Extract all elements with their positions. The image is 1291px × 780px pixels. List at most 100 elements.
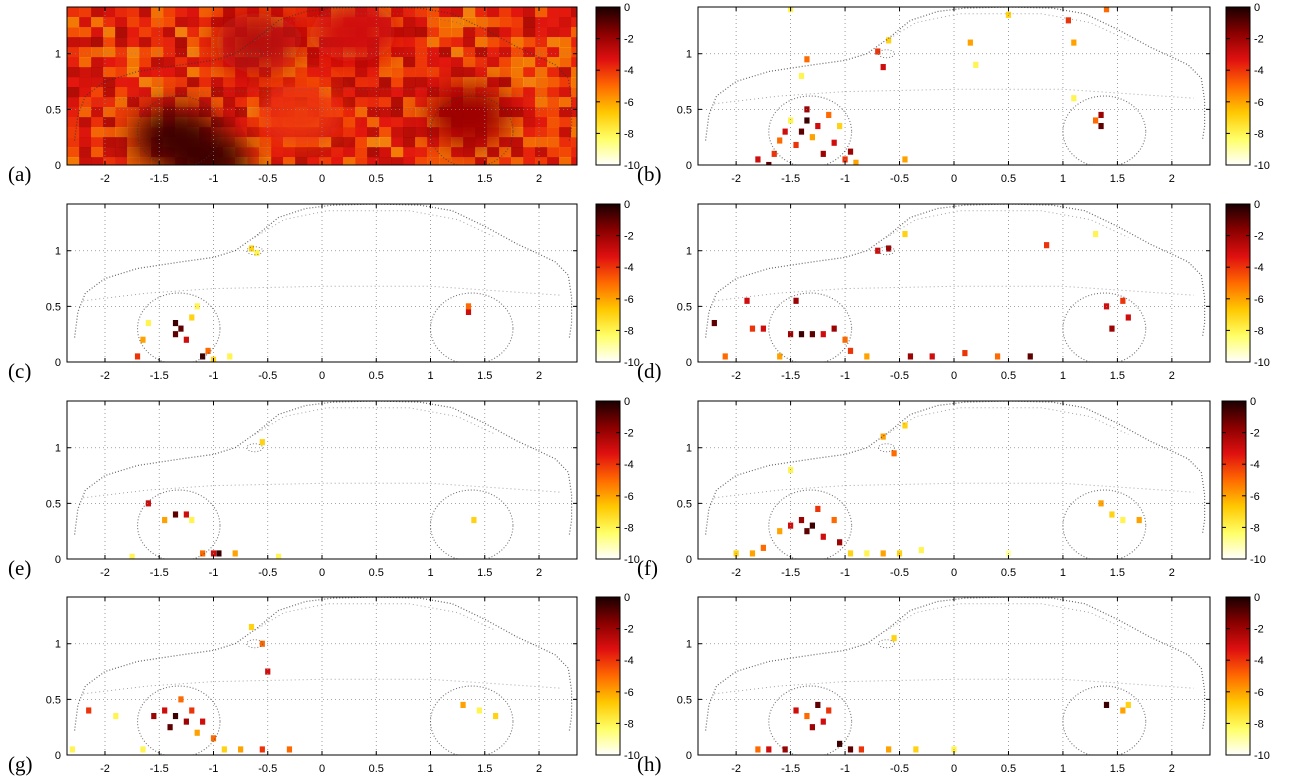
field-cell xyxy=(187,37,200,48)
panel-label: (b) xyxy=(637,162,662,186)
colorbar-tick-label: -2 xyxy=(1254,231,1264,243)
colorbar-tick-label: 0 xyxy=(624,199,630,211)
field-cell xyxy=(79,127,92,138)
field-cell xyxy=(487,7,500,18)
field-cell xyxy=(403,17,416,28)
x-tick-label: 1.5 xyxy=(477,173,492,185)
field-cell xyxy=(247,117,260,128)
field-cell xyxy=(523,137,536,148)
field-cell xyxy=(175,47,188,58)
data-cell xyxy=(1125,701,1131,708)
car-outline xyxy=(74,401,573,535)
field-cell xyxy=(67,147,80,158)
data-cell xyxy=(189,314,195,321)
field-cell xyxy=(403,37,416,48)
field-cell xyxy=(103,67,116,78)
y-tick-label: 0 xyxy=(55,750,61,762)
field-cell xyxy=(367,117,380,128)
panel-a: -2 -1.5 -1 -0.5 0 0.5 1 1.5 2 0 0.5 1 (a) 0 -2 -4 -6 -8 -1… xyxy=(8,2,640,186)
x-tick-label: -0.5 xyxy=(890,173,909,185)
data-cell xyxy=(1098,122,1104,130)
field-cell xyxy=(331,77,344,88)
field-cell xyxy=(307,77,320,88)
y-tick-label: 1 xyxy=(55,443,61,455)
colorbar-tick-label: -2 xyxy=(624,34,634,46)
field-cell xyxy=(115,87,128,98)
panel-d: -2 -1.5 -1 -0.5 0 0.5 1 1.5 2 0 0.5 1 (d) 0 -2 -4 -6 -8 -1… xyxy=(637,199,1270,383)
field-cell xyxy=(391,107,404,118)
field-cell xyxy=(415,107,428,118)
field-cell xyxy=(415,127,428,138)
field-cell xyxy=(127,87,140,98)
field-cell xyxy=(499,27,512,38)
field-cell xyxy=(139,37,152,48)
field-cell xyxy=(451,147,464,158)
hotspot xyxy=(312,7,397,62)
field-cell xyxy=(451,17,464,28)
field-cell xyxy=(343,137,356,148)
field-cell xyxy=(523,107,536,118)
colorbar-tick-label: -6 xyxy=(1254,687,1264,699)
field-cell xyxy=(355,67,368,78)
field-cell xyxy=(139,97,152,108)
field-cell xyxy=(559,147,572,158)
wheel-outline xyxy=(136,685,221,755)
field-cell xyxy=(403,157,416,165)
car-body-line xyxy=(886,13,1129,41)
x-tick-label: -2 xyxy=(731,370,741,382)
field-cell xyxy=(367,97,380,108)
field-cell xyxy=(199,47,212,58)
data-cell xyxy=(216,550,222,557)
field-cell xyxy=(79,47,92,58)
field-cell xyxy=(163,67,176,78)
wheel-outline xyxy=(1062,292,1147,362)
colorbar-tick-label: -8 xyxy=(1254,325,1264,337)
data-cell xyxy=(798,72,805,80)
x-tick-label: 1 xyxy=(427,763,433,775)
colorbar-gradient-bar xyxy=(595,400,621,560)
plot-area xyxy=(698,204,1210,362)
colorbar-gradient-bar xyxy=(595,596,621,756)
mirror-outline xyxy=(246,246,264,256)
colorbar-tick-label: -2 xyxy=(624,428,634,440)
x-tick-label: 1.5 xyxy=(1110,763,1125,775)
field-cell xyxy=(247,137,260,148)
wheel-outline xyxy=(429,489,514,559)
car-body-line xyxy=(254,603,496,631)
field-cell xyxy=(247,7,260,18)
field-cell xyxy=(523,127,536,138)
plot-background xyxy=(698,401,1210,559)
x-tick-label: -0.5 xyxy=(890,567,909,579)
field-cell xyxy=(463,67,476,78)
field-cell xyxy=(499,37,512,48)
x-tick-label: 1.5 xyxy=(1110,567,1125,579)
colorbar-tick-label: 0 xyxy=(1254,592,1260,604)
field-cell xyxy=(247,147,260,158)
field-cell xyxy=(67,127,80,138)
field-cell xyxy=(535,117,548,128)
field-cell xyxy=(163,37,176,48)
y-tick-label: 0 xyxy=(686,750,692,762)
field-cell xyxy=(511,47,524,58)
field-cell xyxy=(571,137,577,148)
field-cell xyxy=(295,37,308,48)
field-cell xyxy=(79,147,92,158)
field-cell xyxy=(175,57,188,68)
field-cell xyxy=(259,127,272,138)
field-cell xyxy=(355,97,368,108)
field-cell xyxy=(559,57,572,68)
x-tick-label: 0 xyxy=(319,763,325,775)
field-cell xyxy=(487,157,500,165)
data-cell xyxy=(205,347,211,354)
field-cell xyxy=(67,117,80,128)
colorbar-tick-label: -4 xyxy=(624,459,634,471)
mirror-outline xyxy=(246,639,264,649)
data-cell xyxy=(254,249,260,257)
car-body-line xyxy=(254,210,496,238)
colorbar-tick-label: -8 xyxy=(1250,522,1260,534)
colorbar-tick-label: -6 xyxy=(624,97,634,109)
colorbar-tick-label: -6 xyxy=(1254,294,1264,306)
field-cell xyxy=(91,7,104,18)
data-cell xyxy=(891,635,897,642)
field-cell xyxy=(355,57,368,68)
